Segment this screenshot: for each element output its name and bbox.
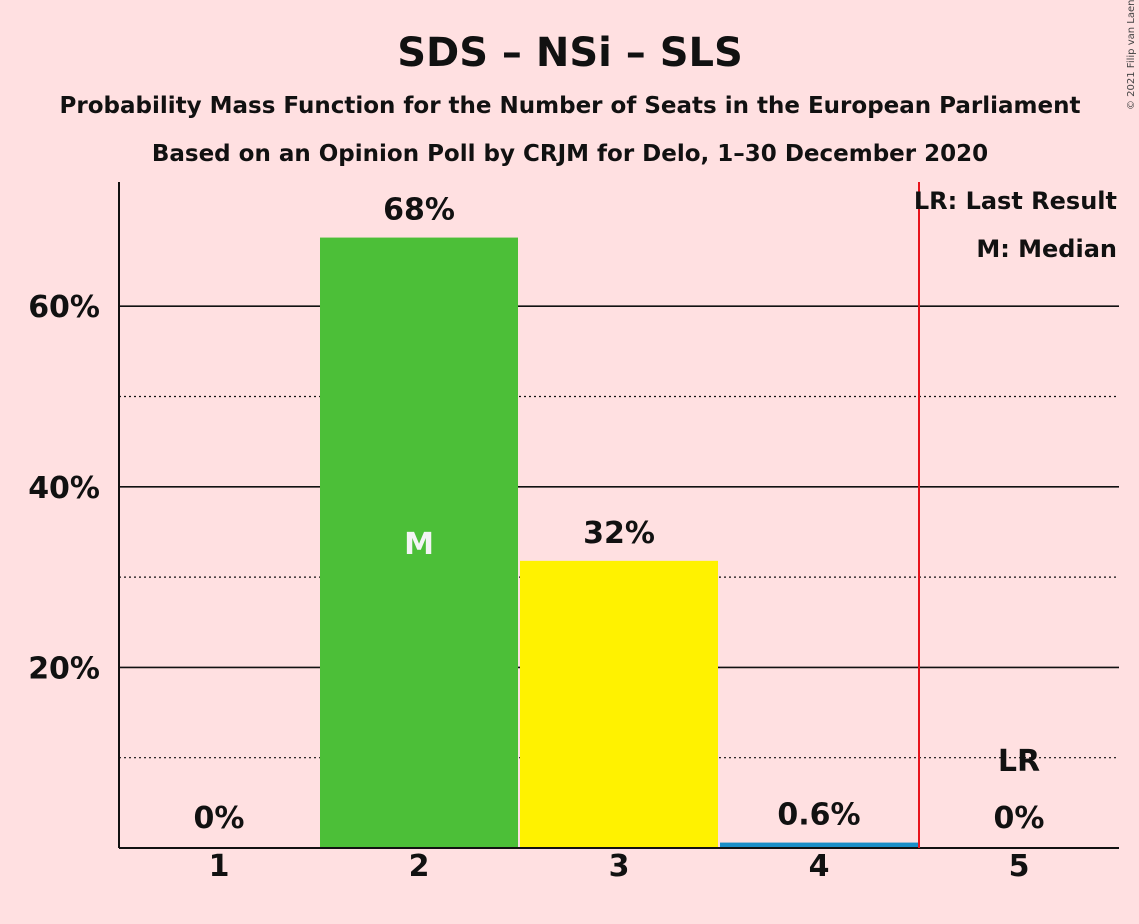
y-tick-label: 40%	[28, 471, 100, 506]
bars	[320, 237, 918, 848]
bar-seats-2	[320, 237, 518, 848]
bar-seats-4	[720, 842, 918, 848]
x-tick-label: 4	[809, 849, 830, 884]
y-tick-label: 20%	[28, 651, 100, 686]
x-tick-label: 3	[609, 849, 630, 884]
copyright-note: © 2021 Filip van Laenen	[1126, 0, 1137, 110]
last-result-marker: LR	[998, 744, 1040, 779]
value-label: 32%	[583, 516, 655, 551]
bar-seats-3	[520, 560, 718, 848]
value-label: 0%	[994, 801, 1045, 836]
y-tick-label: 60%	[28, 290, 100, 325]
x-tick-label: 1	[209, 849, 230, 884]
value-label: 0.6%	[777, 798, 860, 833]
x-tick-label: 5	[1009, 849, 1030, 884]
chart-title: SDS – NSi – SLS	[397, 30, 743, 76]
legend-last-result: LR: Last Result	[914, 187, 1117, 215]
y-tick-labels: 20% 40% 60%	[28, 290, 100, 686]
value-label: 0%	[194, 801, 245, 836]
chart-subtitle: Probability Mass Function for the Number…	[60, 93, 1081, 119]
x-tick-labels: 1 2 3 4 5	[209, 849, 1030, 884]
x-tick-label: 2	[409, 849, 430, 884]
chart-source: Based on an Opinion Poll by CRJM for Del…	[152, 141, 988, 167]
value-label: 68%	[383, 193, 455, 228]
legend-median: M: Median	[976, 235, 1117, 263]
median-marker: M	[404, 527, 434, 562]
value-labels: 0% 68% M 32% 0.6% 0% LR	[194, 193, 1045, 836]
